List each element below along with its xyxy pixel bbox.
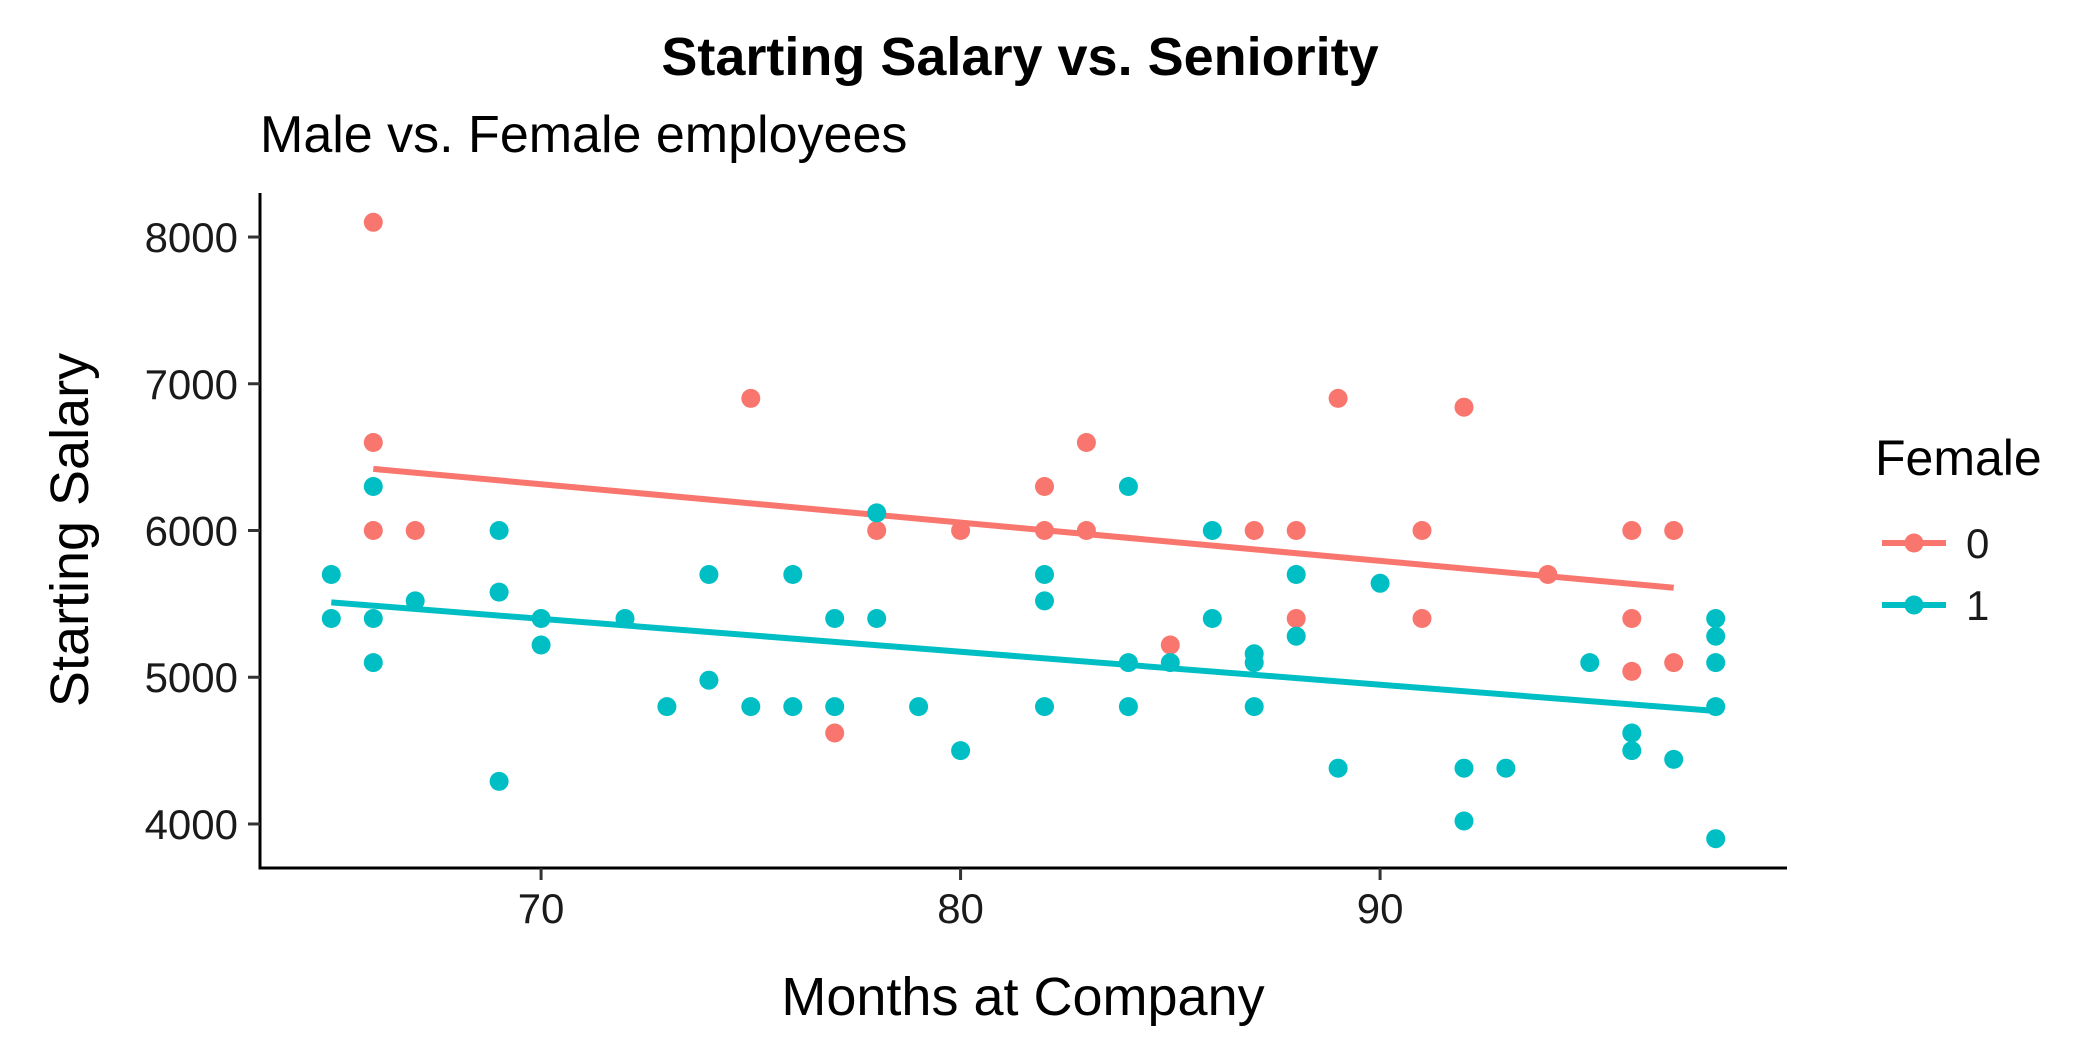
legend-title: Female: [1875, 430, 2042, 486]
y-tick-label-6000: 6000: [145, 508, 238, 555]
legend-key-1: [1882, 595, 1946, 615]
x-axis-title: Months at Company: [781, 967, 1264, 1027]
data-point-series-1-38: [1328, 758, 1348, 778]
data-point-series-0-24: [1664, 521, 1684, 540]
legend-label-0: 0: [1966, 520, 1989, 567]
data-point-series-1-48: [1706, 626, 1726, 646]
data-point-series-1-40: [1454, 758, 1474, 778]
data-point-series-0-22: [1622, 609, 1642, 628]
data-point-series-0-18: [1412, 609, 1432, 628]
data-point-series-1-20: [867, 503, 887, 523]
data-point-series-1-34: [1244, 653, 1264, 673]
data-point-series-1-7: [489, 582, 509, 602]
plot-area: [321, 212, 1726, 849]
y-tick-label-4000: 4000: [145, 801, 238, 848]
data-point-series-1-18: [825, 609, 845, 628]
data-point-series-1-24: [1035, 565, 1054, 584]
data-point-series-1-22: [909, 697, 929, 717]
data-point-series-1-19: [825, 697, 845, 717]
data-point-series-1-45: [1622, 741, 1642, 761]
x-tick-label-80: 80: [937, 885, 984, 932]
data-point-series-1-46: [1664, 749, 1684, 769]
legend: Female 0 1: [1875, 430, 2042, 629]
y-tick-label-5000: 5000: [145, 654, 238, 701]
data-point-series-1-0: [321, 565, 341, 584]
chart-title: Starting Salary vs. Seniority: [661, 27, 1378, 87]
data-point-series-0-8: [1035, 477, 1054, 496]
legend-key-point-1: [1904, 595, 1924, 615]
data-point-series-1-8: [489, 771, 509, 791]
data-point-series-0-10: [1076, 433, 1096, 452]
data-point-series-1-21: [867, 609, 887, 628]
data-point-series-0-15: [1286, 609, 1306, 628]
data-point-series-1-12: [657, 697, 677, 717]
data-point-series-0-16: [1328, 388, 1348, 408]
data-point-series-0-19: [1454, 397, 1474, 417]
trend-line-series-1: [331, 599, 1716, 714]
data-point-series-1-44: [1622, 723, 1642, 743]
trend-line-series-0: [373, 465, 1674, 591]
data-point-series-1-2: [363, 477, 383, 496]
data-point-series-1-25: [1035, 591, 1054, 611]
y-tick-label-7000: 7000: [145, 361, 238, 408]
data-point-series-1-15: [741, 697, 761, 717]
axis-ticks: 70 80 90 4000 5000 6000 7000 8000: [145, 214, 1404, 932]
data-point-series-1-3: [363, 609, 383, 628]
data-point-series-1-10: [531, 635, 551, 655]
data-point-series-1-43: [1580, 653, 1600, 673]
legend-key-point-0: [1904, 533, 1924, 553]
data-point-series-0-21: [1622, 521, 1642, 540]
data-point-series-1-27: [1118, 477, 1138, 496]
data-point-series-0-3: [405, 521, 425, 540]
data-point-series-1-6: [489, 521, 509, 540]
data-point-series-0-13: [1244, 521, 1264, 540]
data-point-series-1-47: [1706, 609, 1726, 628]
data-point-series-0-6: [867, 521, 887, 540]
data-point-series-1-39: [1370, 573, 1390, 593]
y-axis-title: Starting Salary: [40, 353, 100, 707]
data-point-series-0-25: [1664, 653, 1684, 673]
data-point-series-0-23: [1622, 661, 1642, 681]
data-point-series-0-17: [1412, 521, 1432, 540]
chart-subtitle: Male vs. Female employees: [260, 106, 907, 164]
series-1: [321, 477, 1726, 849]
data-point-series-1-51: [1706, 829, 1726, 849]
y-tick-label-8000: 8000: [145, 214, 238, 261]
data-point-series-1-31: [1202, 521, 1222, 540]
data-point-series-0-5: [825, 723, 845, 743]
series-0: [363, 212, 1684, 743]
data-point-series-0-1: [363, 433, 383, 452]
data-point-series-1-14: [699, 670, 719, 690]
data-point-series-1-49: [1706, 653, 1726, 673]
data-point-series-1-26: [1035, 697, 1054, 717]
data-point-series-0-4: [741, 388, 761, 408]
data-point-series-1-36: [1286, 565, 1306, 584]
data-point-series-0-14: [1286, 521, 1306, 540]
data-point-series-1-16: [783, 565, 803, 584]
data-point-series-0-12: [1160, 635, 1180, 655]
data-point-series-1-4: [363, 653, 383, 673]
legend-key-0: [1882, 533, 1946, 553]
data-point-series-1-37: [1286, 626, 1306, 646]
data-point-series-1-17: [783, 697, 803, 717]
data-point-series-1-1: [321, 609, 341, 628]
data-point-series-1-41: [1454, 811, 1474, 831]
legend-label-1: 1: [1966, 582, 1989, 629]
data-point-series-1-29: [1118, 697, 1138, 717]
data-point-series-1-42: [1496, 758, 1516, 778]
data-point-series-0-2: [363, 521, 383, 540]
data-point-series-1-13: [699, 565, 719, 584]
data-point-series-1-23: [951, 741, 971, 761]
x-tick-label-90: 90: [1357, 885, 1404, 932]
data-point-series-1-35: [1244, 697, 1264, 717]
data-point-series-0-0: [363, 212, 383, 232]
data-point-series-1-32: [1202, 609, 1222, 628]
x-tick-label-70: 70: [518, 885, 565, 932]
